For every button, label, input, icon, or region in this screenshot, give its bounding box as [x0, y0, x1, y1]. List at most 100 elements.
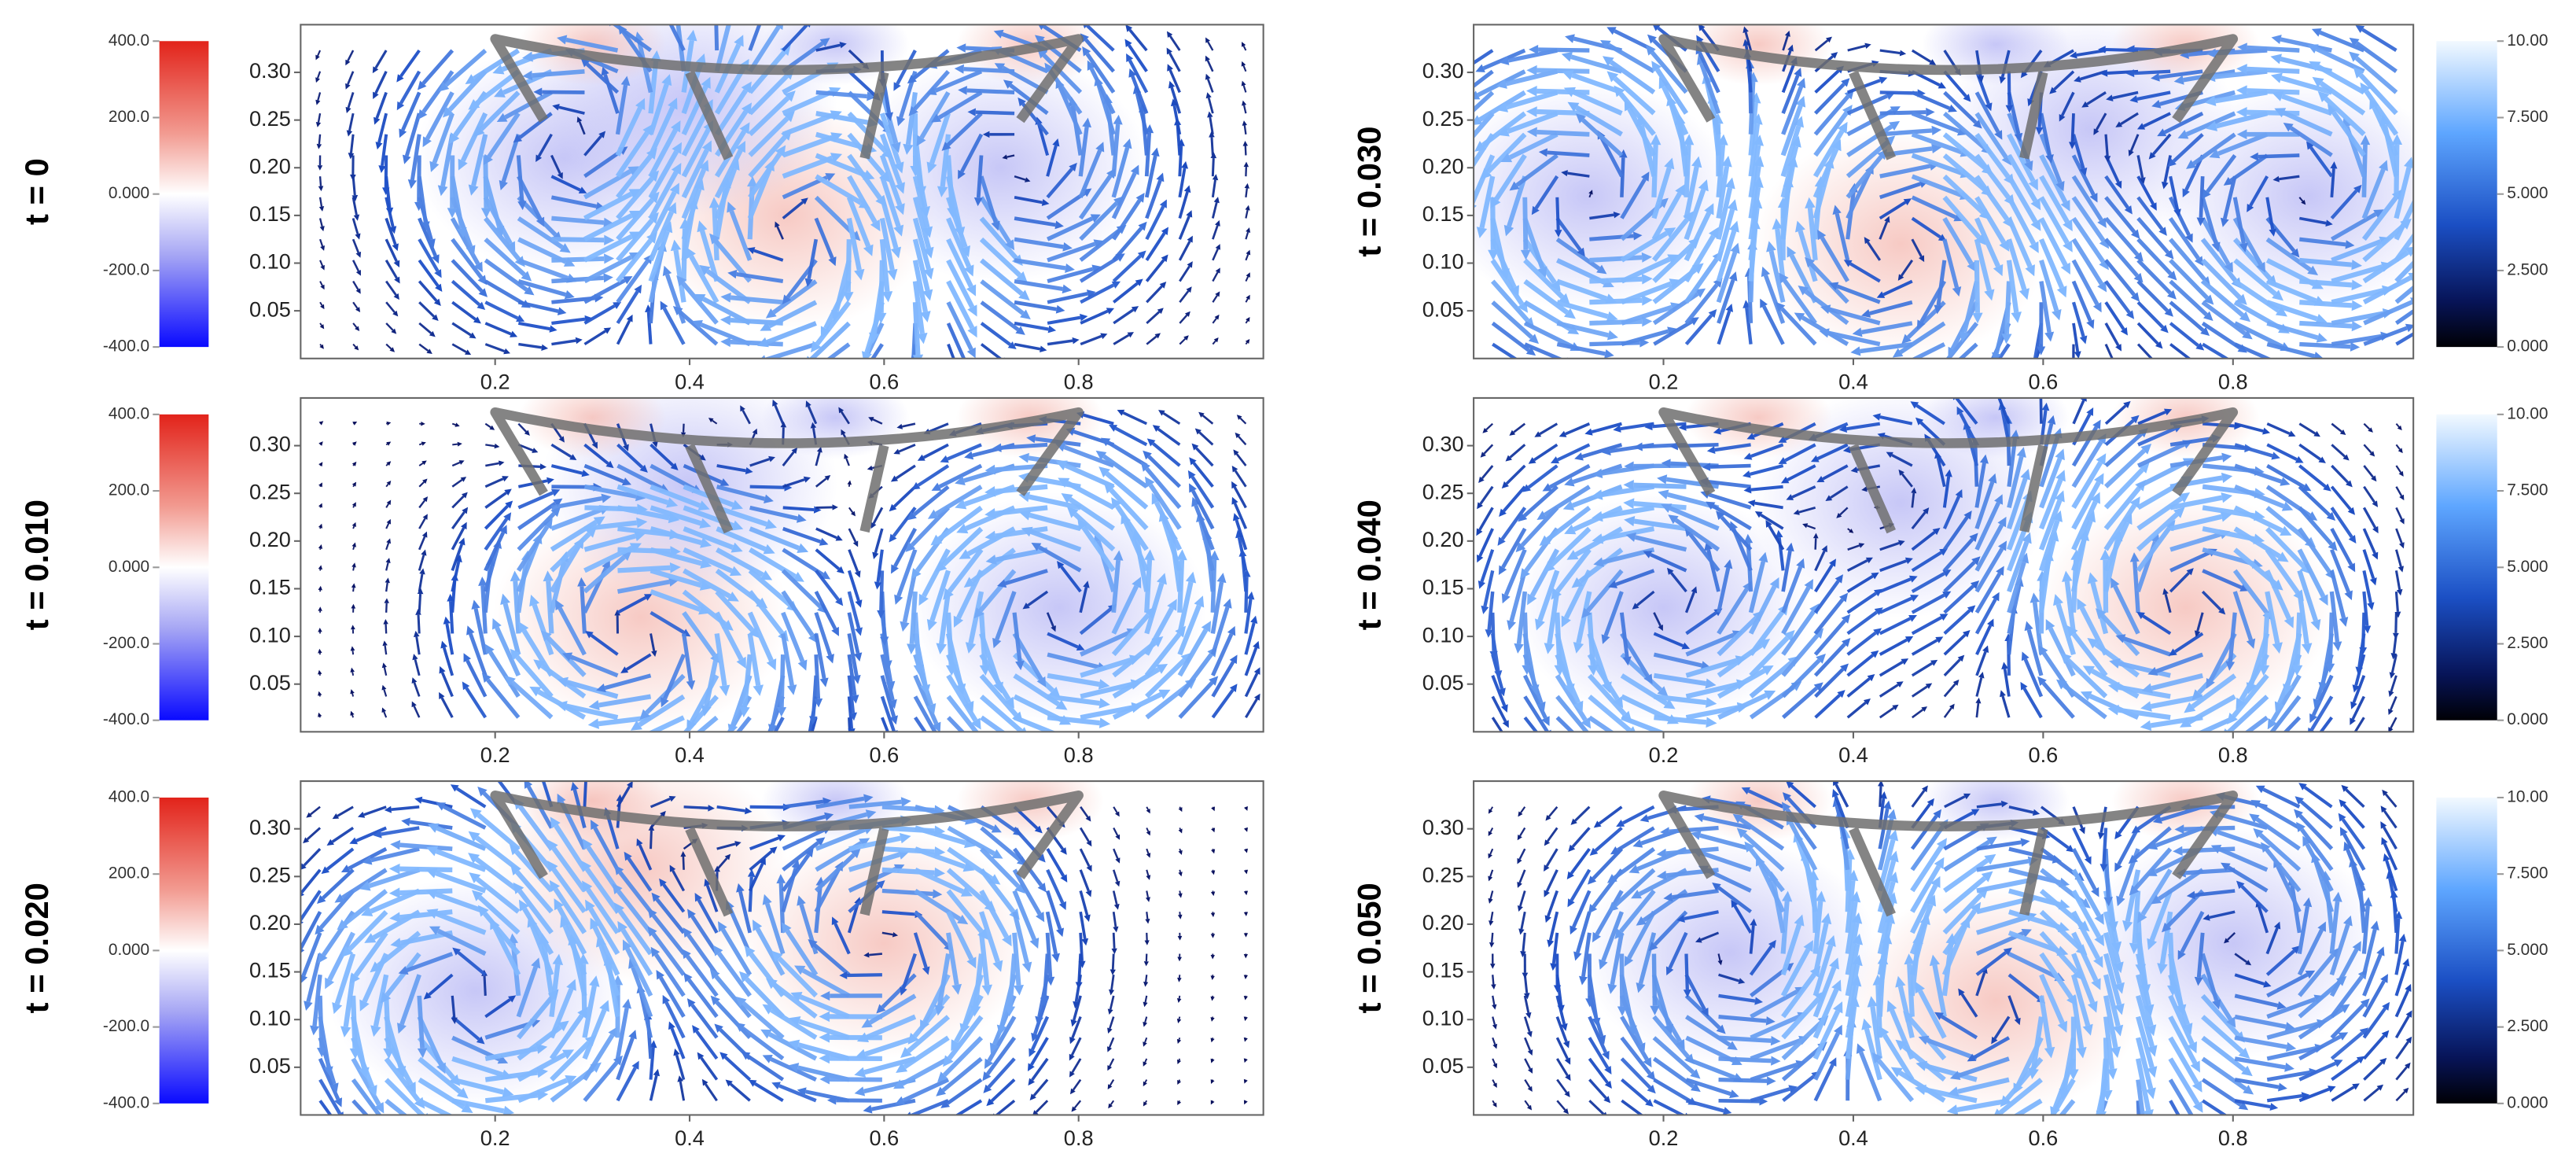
- arrow-head: [1520, 249, 1531, 260]
- arrow-head: [385, 558, 391, 564]
- arrow-head: [1564, 1057, 1571, 1065]
- arrow-head: [1069, 1037, 1076, 1045]
- arrow-head: [855, 627, 863, 636]
- vector-arrow: [1519, 890, 1526, 907]
- vector-arrow: [1206, 78, 1214, 93]
- arrow-head: [2177, 735, 2189, 744]
- arrow-head: [436, 1062, 446, 1074]
- arrow-head: [465, 349, 472, 356]
- vector-arrow: [1718, 993, 1756, 1003]
- vector-arrow: [1518, 869, 1526, 883]
- arrow-head: [1841, 637, 1851, 647]
- vector-arrow: [782, 451, 795, 466]
- arrow-head: [2129, 95, 2138, 103]
- vector-arrow: [1812, 988, 1839, 1039]
- vector-arrow: [729, 210, 753, 261]
- vector-arrow: [385, 280, 397, 296]
- vector-arrow: [2390, 695, 2398, 710]
- vector-arrow: [1588, 1057, 1609, 1084]
- vector-arrow: [1879, 661, 1904, 677]
- arrow-head: [2030, 592, 2040, 603]
- vector-arrow: [501, 134, 521, 182]
- arrow-head: [1896, 681, 1904, 687]
- arrow-head: [449, 132, 460, 145]
- vector-arrow: [319, 889, 355, 930]
- arrow-head: [555, 599, 565, 610]
- arrow-head: [699, 264, 711, 276]
- arrow-head: [1829, 558, 1837, 567]
- vector-arrow: [584, 520, 638, 532]
- vector-arrow: [418, 1056, 462, 1094]
- arrow-head: [1210, 1079, 1215, 1085]
- vector-arrow: [716, 505, 768, 527]
- arrow-head: [549, 879, 561, 892]
- arrow-head: [1062, 284, 1073, 294]
- vector-arrow: [648, 230, 670, 282]
- vector-arrow: [1813, 580, 1840, 614]
- arrow-head: [1575, 113, 1587, 123]
- arrow-head: [424, 1130, 435, 1140]
- x-tick-label: 0.6: [2028, 743, 2058, 767]
- arrow-head: [745, 466, 753, 474]
- arrow-head: [2318, 682, 2328, 692]
- arrow-head: [836, 566, 845, 574]
- vector-arrow: [2299, 237, 2346, 247]
- vector-arrow: [381, 134, 388, 166]
- vector-arrow: [1479, 175, 1496, 229]
- x-tick-label: 0.8: [2218, 743, 2248, 767]
- colorbar-tick-label: -400.0: [103, 710, 149, 728]
- arrow-head: [1821, 545, 1827, 553]
- vector-arrow: [1708, 492, 1752, 510]
- arrow-head: [937, 1071, 948, 1082]
- arrow-head: [535, 216, 545, 227]
- arrow-head: [557, 35, 568, 45]
- arrow-head: [603, 327, 612, 334]
- arrow-head: [1883, 800, 1892, 810]
- vector-arrow: [551, 868, 587, 914]
- vector-arrow: [549, 545, 581, 593]
- arrow-head: [1985, 102, 1993, 112]
- vector-arrow: [1621, 1099, 1644, 1115]
- arrow-head: [1608, 901, 1619, 912]
- vector-arrow: [1879, 415, 1913, 426]
- arrow-head: [373, 91, 379, 100]
- vector-arrow: [946, 217, 972, 268]
- vector-arrow: [767, 300, 818, 329]
- vector-arrow: [1846, 631, 1877, 656]
- vector-arrow: [580, 586, 587, 634]
- arrow-head: [1525, 86, 1537, 97]
- vector-arrow: [442, 647, 454, 676]
- arrow-head: [1952, 679, 1960, 686]
- arrow-head: [509, 843, 521, 856]
- arrow-head: [694, 293, 706, 304]
- vector-arrow: [1749, 848, 1785, 893]
- vector-arrow: [1781, 550, 1792, 592]
- vector-arrow: [309, 805, 321, 816]
- vector-arrow: [406, 952, 454, 973]
- arrow-head: [792, 572, 804, 582]
- vector-arrow: [1047, 267, 1094, 284]
- vector-arrow: [1879, 638, 1908, 656]
- vector-arrow: [450, 217, 480, 265]
- vector-arrow: [1556, 321, 1610, 338]
- arrow-head: [855, 599, 863, 608]
- arrow-head: [524, 429, 530, 436]
- vector-arrow: [1046, 612, 1054, 628]
- vector-arrow: [2071, 134, 2085, 169]
- vector-arrow: [847, 569, 860, 602]
- vector-arrow: [1079, 607, 1112, 636]
- vector-arrow: [615, 84, 628, 135]
- vector-arrow: [650, 443, 675, 467]
- arrow-head: [659, 878, 667, 887]
- vector-arrow: [1781, 634, 1820, 677]
- arrow-head: [581, 880, 593, 893]
- vector-arrow: [1717, 567, 1731, 614]
- vector-arrow: [1490, 806, 1494, 811]
- arrow-head: [1241, 100, 1247, 106]
- vector-arrow: [1718, 1014, 1767, 1023]
- panel: 0.2 0.4 0.6 0.80.050.100.150.200.250.30t = …: [18, 780, 1264, 1150]
- arrow-head: [1544, 864, 1550, 872]
- arrow-head: [993, 681, 1003, 694]
- arrow-head: [1501, 593, 1511, 604]
- arrow-head: [2258, 665, 2270, 676]
